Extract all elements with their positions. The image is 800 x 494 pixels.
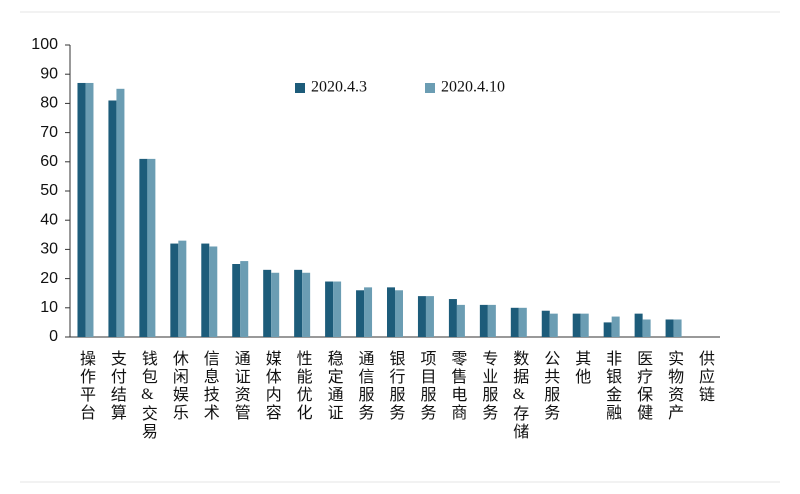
x-tick-label: 公共服务 [541, 350, 560, 422]
x-tick-label: 休闲娱乐 [170, 350, 189, 422]
y-tick-label: 10 [40, 299, 58, 316]
y-tick-label: 70 [40, 124, 58, 141]
bar [665, 319, 674, 337]
x-tick-label: 实物资产 [665, 350, 684, 422]
bar [479, 304, 488, 337]
bar [333, 281, 342, 337]
bar [487, 304, 496, 337]
x-tick-label: 信息技术 [201, 350, 220, 422]
x-tick-label: 性能优化 [294, 350, 313, 422]
x-tick-label: 零售电商 [448, 350, 467, 422]
legend-label: 2020.4.3 [311, 79, 367, 96]
bar [178, 240, 187, 337]
x-tick-label: 媒体内容 [263, 350, 282, 422]
bar [302, 272, 311, 337]
bar [448, 299, 457, 337]
bar [541, 310, 550, 337]
x-tick-label: 银行服务 [387, 350, 406, 422]
bar [263, 269, 272, 337]
bar [209, 246, 218, 337]
bar [139, 158, 148, 337]
legend-swatch [295, 83, 305, 93]
x-tick-label: 操作平台 [77, 350, 96, 422]
bar [325, 281, 334, 337]
bar [364, 287, 373, 337]
bar [201, 243, 210, 337]
x-tick-label: 通信服务 [356, 350, 375, 422]
y-tick-label: 0 [49, 328, 58, 345]
bar [549, 313, 558, 337]
bar [77, 82, 86, 338]
bar [425, 296, 434, 337]
x-tick-label: 其他 [572, 350, 591, 386]
x-tick-label: 供应链 [696, 350, 715, 404]
bar [572, 313, 581, 337]
legend-label: 2020.4.10 [441, 79, 505, 96]
y-tick-label: 20 [40, 270, 58, 287]
bar [395, 290, 403, 337]
y-tick-label: 50 [40, 182, 58, 199]
x-tick-label: 数据&存储 [510, 350, 529, 441]
bar [603, 322, 612, 337]
bar [108, 100, 117, 337]
y-tick-label: 40 [40, 211, 58, 228]
x-tick-label: 非银金融 [603, 350, 622, 422]
legend-swatch [425, 83, 435, 93]
bar [634, 313, 643, 337]
x-tick-label: 项目服务 [417, 350, 436, 422]
bar [417, 296, 426, 337]
bar [116, 88, 125, 337]
x-tick-label: 支付结算 [108, 350, 127, 422]
bar [387, 287, 395, 337]
bar [170, 243, 179, 337]
bar [294, 269, 303, 337]
bar [673, 319, 682, 337]
y-tick-label: 30 [40, 241, 58, 258]
bar [580, 313, 589, 337]
bar [642, 319, 651, 337]
bar [240, 261, 249, 337]
bar [510, 307, 519, 337]
bar [232, 264, 241, 337]
bar [271, 272, 280, 337]
x-tick-label: 医疗保健 [634, 350, 653, 422]
bar [611, 316, 620, 337]
x-tick-label: 钱包&交易 [139, 350, 158, 441]
bar [85, 82, 94, 338]
bar [356, 290, 365, 337]
x-tick-label: 通证资管 [232, 350, 251, 422]
bar [518, 307, 527, 337]
x-tick-label: 专业服务 [479, 350, 498, 422]
y-tick-label: 60 [40, 153, 58, 170]
y-tick-label: 80 [40, 95, 58, 112]
y-tick-label: 90 [40, 65, 58, 82]
y-tick-label: 100 [31, 36, 58, 53]
x-tick-label: 稳定通证 [325, 350, 344, 422]
bar [147, 158, 156, 337]
bar [456, 304, 465, 337]
